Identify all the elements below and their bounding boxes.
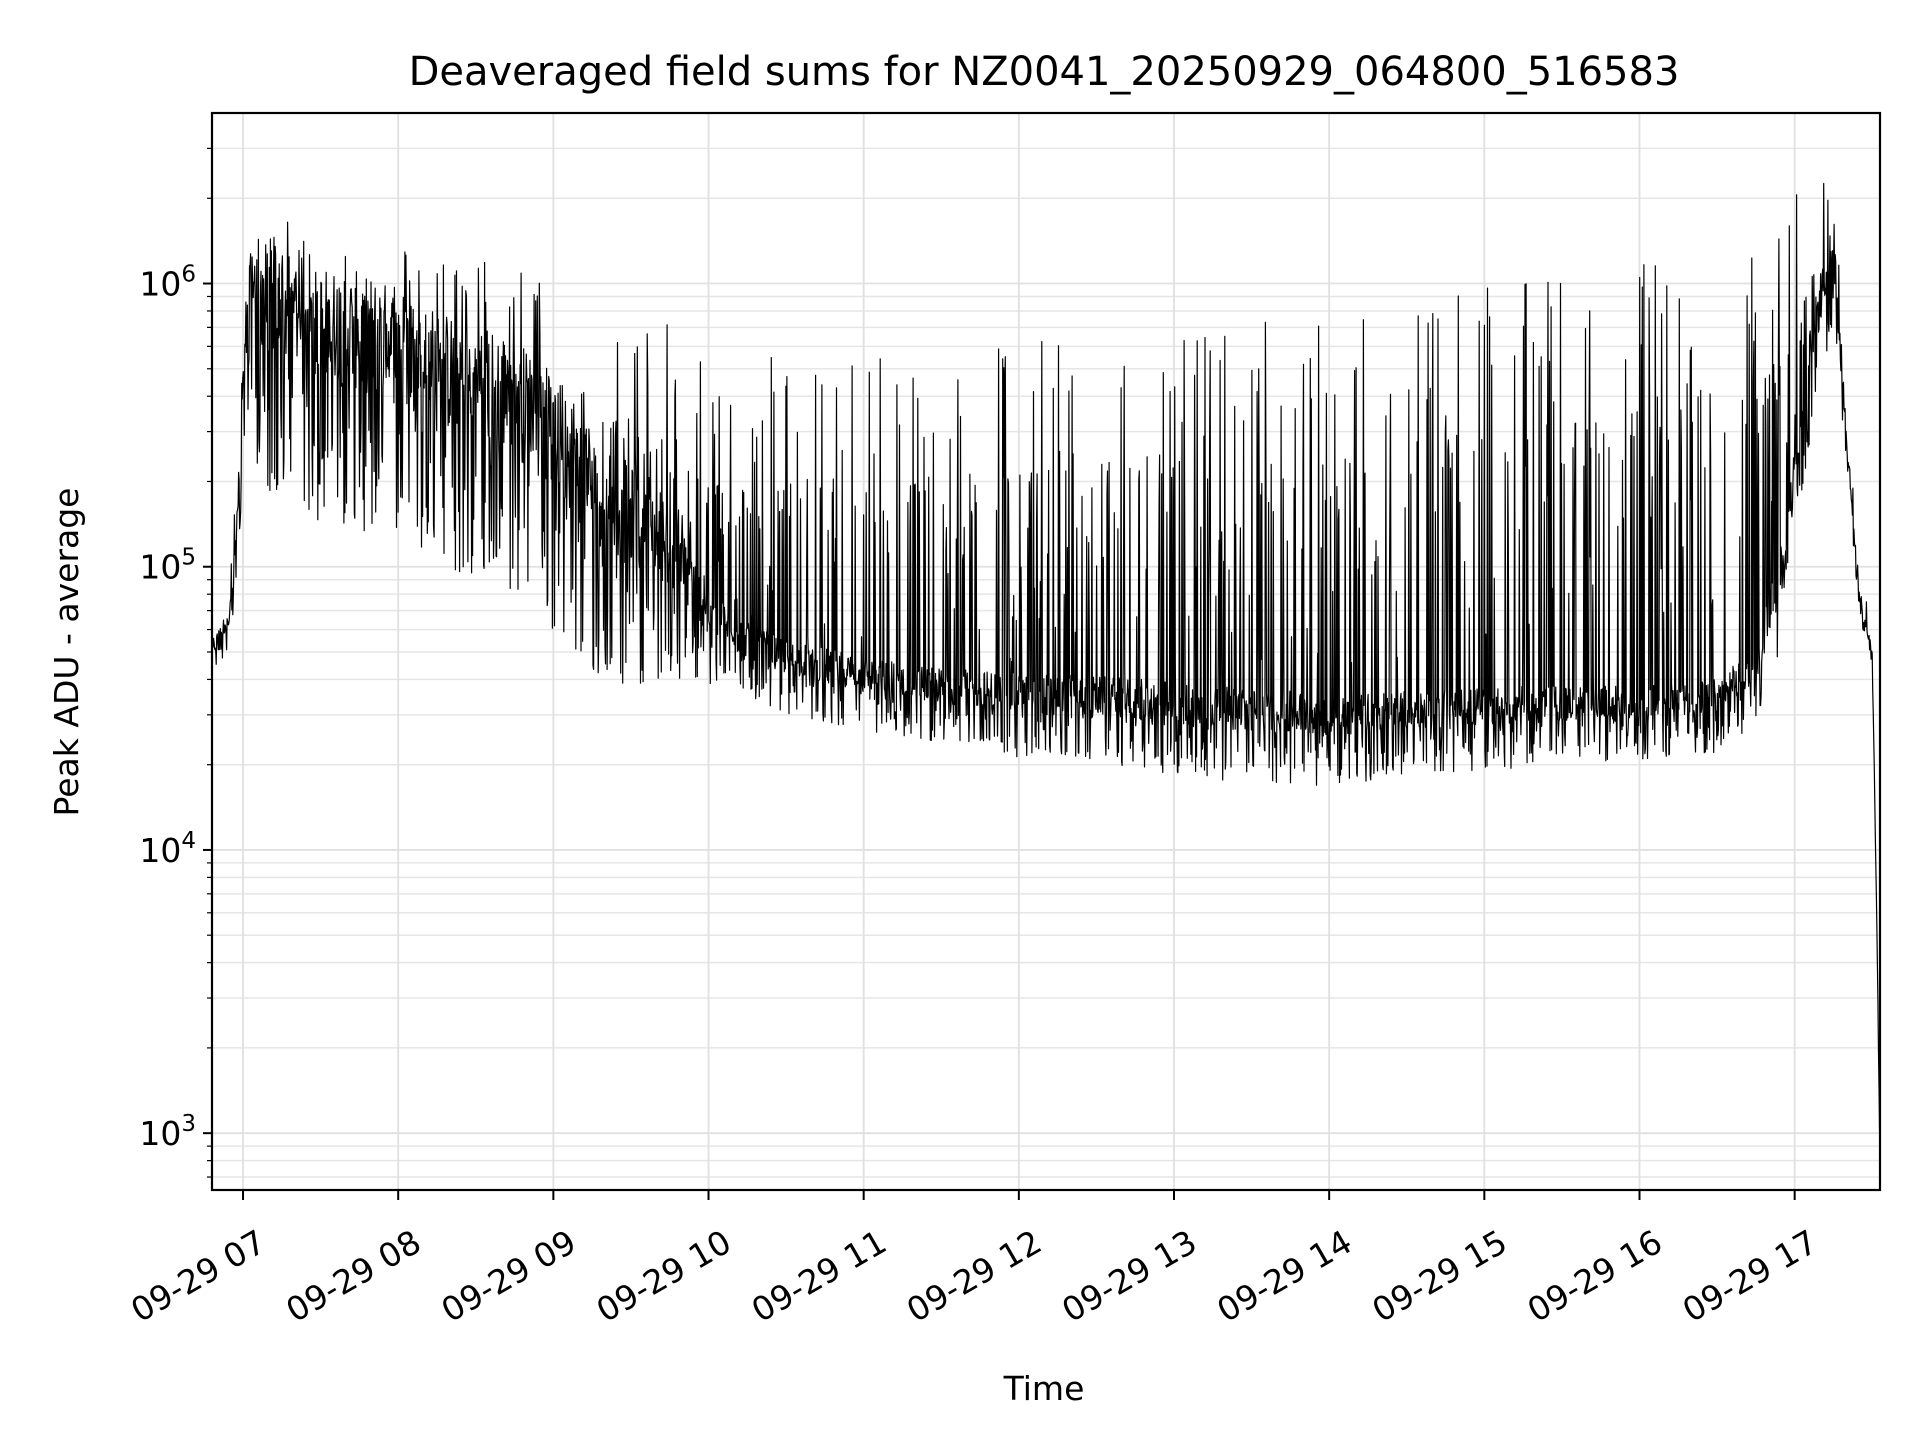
y-axis-label: Peak ADU - average — [47, 488, 86, 817]
y-tick-label: 105 — [139, 545, 196, 587]
minor-gridlines — [212, 147, 1880, 1178]
x-axis-label: Time — [1003, 1369, 1085, 1408]
axis-ticks — [203, 147, 1796, 1200]
series-line — [211, 182, 1881, 1159]
y-tick-labels: 103 104 105 106 — [139, 262, 196, 1154]
y-tick-label: 103 — [139, 1111, 196, 1153]
data-series — [211, 182, 1881, 1159]
chart-title: Deaveraged field sums for NZ0041_2025092… — [409, 49, 1680, 95]
major-gridlines — [212, 113, 1880, 1190]
y-tick-label: 104 — [139, 828, 196, 870]
y-tick-label: 106 — [139, 262, 196, 304]
